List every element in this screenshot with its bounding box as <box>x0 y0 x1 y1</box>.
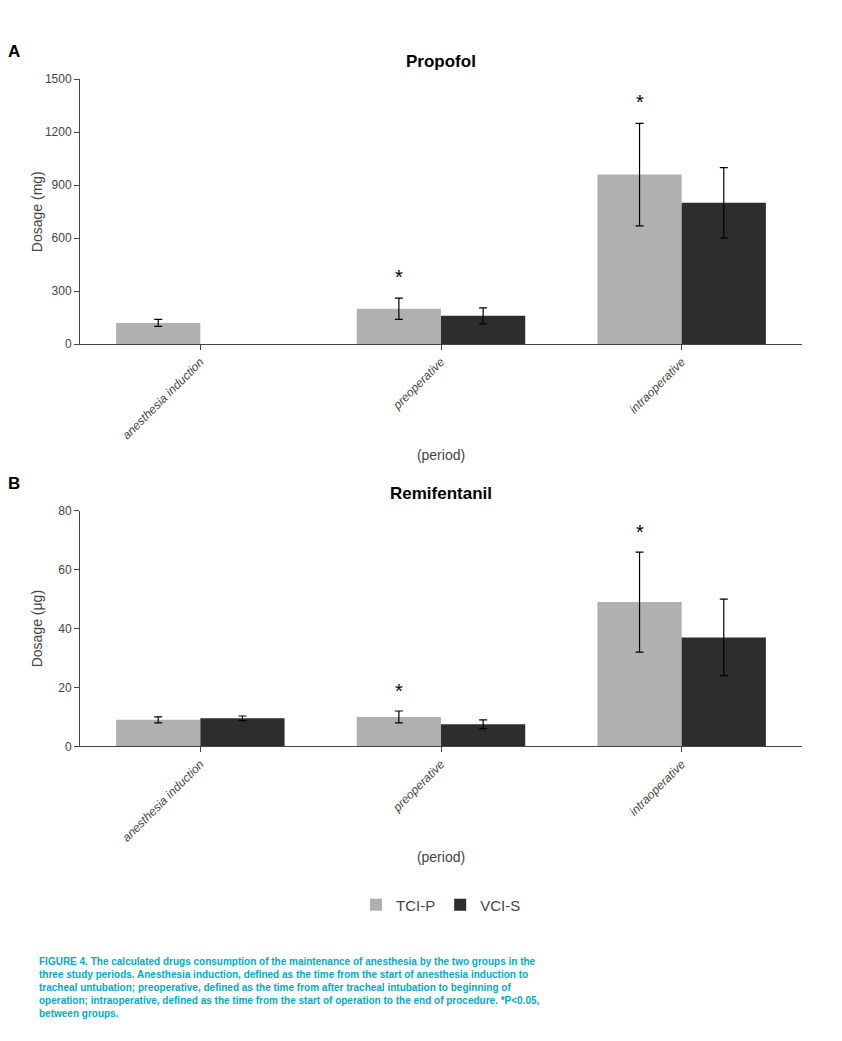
svg-text:300: 300 <box>52 284 72 298</box>
svg-text:anesthesia induction: anesthesia induction <box>119 355 206 442</box>
svg-text:0: 0 <box>65 337 72 351</box>
svg-text:80: 80 <box>58 504 72 518</box>
svg-text:(period): (period) <box>417 447 465 463</box>
svg-text:600: 600 <box>52 231 72 245</box>
svg-text:VCI-S: VCI-S <box>480 897 520 914</box>
svg-text:900: 900 <box>52 178 72 192</box>
svg-text:Remifentanil: Remifentanil <box>390 484 492 503</box>
svg-text:FIGURE 4. The calculated drugs: FIGURE 4. The calculated drugs consumpti… <box>39 956 540 1019</box>
svg-text:intraoperative: intraoperative <box>627 757 689 819</box>
svg-text:B: B <box>8 474 20 493</box>
svg-text:*: * <box>636 91 644 113</box>
svg-text:20: 20 <box>58 681 72 695</box>
svg-text:Dosage (mg): Dosage (mg) <box>29 171 45 252</box>
svg-text:intraoperative: intraoperative <box>627 355 689 417</box>
svg-text:0: 0 <box>65 740 72 754</box>
svg-text:preoperative: preoperative <box>390 757 448 815</box>
svg-text:*: * <box>395 680 403 702</box>
svg-text:Propofol: Propofol <box>406 52 476 71</box>
svg-text:60: 60 <box>58 563 72 577</box>
svg-text:1500: 1500 <box>45 72 72 86</box>
svg-text:preoperative: preoperative <box>390 355 448 413</box>
svg-text:(period): (period) <box>417 849 465 865</box>
svg-text:A: A <box>8 42 20 61</box>
svg-text:40: 40 <box>58 622 72 636</box>
svg-text:Dosage (μg): Dosage (μg) <box>29 590 45 667</box>
svg-text:*: * <box>636 521 644 543</box>
svg-text:1200: 1200 <box>45 125 72 139</box>
svg-text:anesthesia induction: anesthesia induction <box>119 757 206 844</box>
svg-text:TCI-P: TCI-P <box>396 897 435 914</box>
svg-text:*: * <box>395 266 403 288</box>
